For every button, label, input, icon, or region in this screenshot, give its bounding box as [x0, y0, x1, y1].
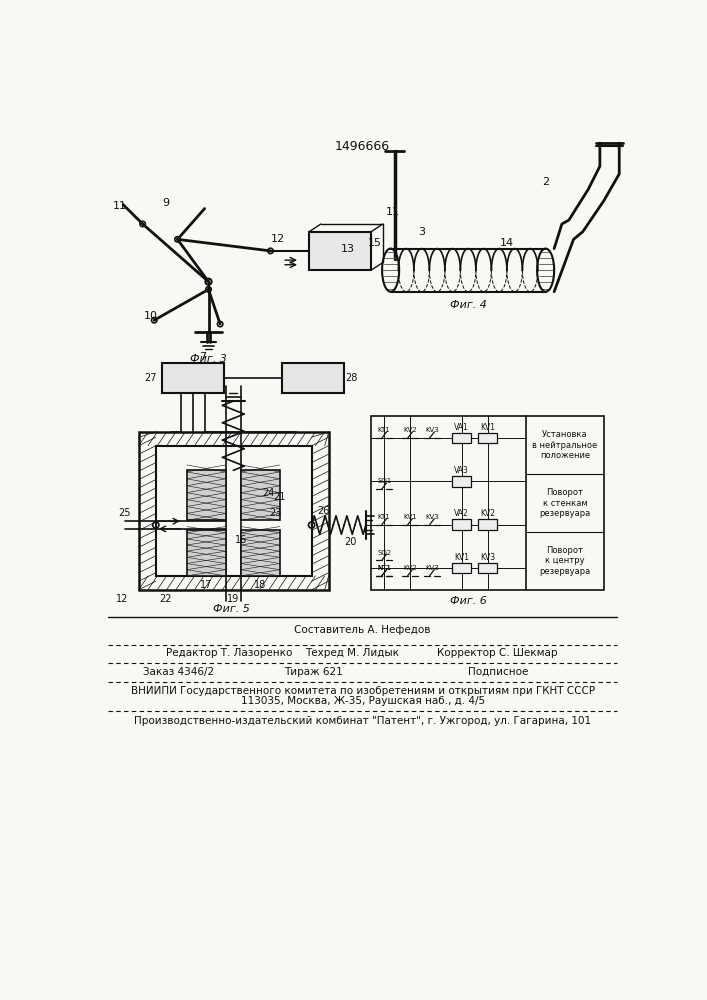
Bar: [156, 446, 312, 576]
Text: 27: 27: [144, 373, 157, 383]
Text: Производственно-издательский комбинат "Патент", г. Ужгород, ул. Гагарина, 101: Производственно-издательский комбинат "П…: [134, 716, 591, 726]
Text: KV1: KV1: [403, 514, 417, 520]
Text: SQ1: SQ1: [377, 478, 391, 484]
Bar: [478, 563, 497, 573]
Text: 25: 25: [119, 508, 131, 518]
Text: 11: 11: [386, 207, 400, 217]
Bar: [241, 530, 280, 576]
Text: KV1: KV1: [454, 553, 469, 562]
Text: 20: 20: [344, 537, 356, 547]
Bar: [452, 519, 471, 530]
Text: KV3: KV3: [425, 514, 439, 520]
Text: KV2: KV2: [480, 509, 495, 518]
Bar: [187, 470, 226, 520]
Text: 18: 18: [255, 580, 267, 590]
Text: Подписное: Подписное: [468, 667, 529, 677]
Text: 10: 10: [144, 311, 158, 321]
Bar: [162, 363, 224, 393]
Text: 11: 11: [112, 201, 127, 211]
Bar: [282, 363, 344, 393]
Text: Техред М. Лидык: Техред М. Лидык: [305, 648, 399, 658]
Text: 2: 2: [542, 177, 549, 187]
Text: KV1: KV1: [480, 423, 495, 432]
Text: SQ2: SQ2: [377, 550, 391, 556]
Text: KV2: KV2: [403, 427, 417, 433]
Text: 24: 24: [262, 488, 274, 498]
Text: VA2: VA2: [455, 509, 469, 518]
Text: 14: 14: [500, 238, 514, 248]
Text: 1496666: 1496666: [335, 140, 390, 153]
Text: NT1: NT1: [377, 565, 391, 571]
Bar: [452, 476, 471, 487]
Bar: [241, 470, 280, 520]
Text: 22: 22: [160, 594, 172, 604]
Text: ВНИИПИ Государственного комитета по изобретениям и открытиям при ГКНТ СССР: ВНИИПИ Государственного комитета по изоб…: [131, 686, 595, 696]
Text: Составитель А. Нефедов: Составитель А. Нефедов: [295, 625, 431, 635]
Bar: [309, 232, 371, 270]
Text: Фиг. 4: Фиг. 4: [450, 300, 486, 310]
Text: Фиг. 3: Фиг. 3: [190, 354, 227, 364]
Text: KV3: KV3: [480, 553, 495, 562]
Text: Тираж 621: Тираж 621: [284, 667, 342, 677]
Text: 17: 17: [200, 580, 212, 590]
Text: KT1: KT1: [378, 514, 390, 520]
Text: 28: 28: [346, 373, 358, 383]
Text: Заказ 4346/2: Заказ 4346/2: [143, 667, 214, 677]
Bar: [187, 530, 226, 576]
Bar: [371, 416, 604, 590]
Text: Редактор Т. Лазоренко: Редактор Т. Лазоренко: [166, 648, 292, 658]
Text: 23: 23: [270, 508, 282, 518]
Text: KV3: KV3: [425, 565, 439, 571]
Text: Фиг. 5: Фиг. 5: [214, 604, 250, 614]
Text: 26: 26: [317, 506, 329, 516]
Text: 12: 12: [271, 234, 286, 244]
Text: 3: 3: [418, 227, 425, 237]
Text: 9: 9: [163, 198, 170, 208]
Text: 16: 16: [235, 535, 247, 545]
Bar: [478, 433, 497, 443]
Text: 12: 12: [115, 594, 128, 604]
Text: KV2: KV2: [403, 565, 417, 571]
Text: Корректор С. Шекмар: Корректор С. Шекмар: [437, 648, 558, 658]
Text: VA1: VA1: [455, 423, 469, 432]
Text: Поворот
к стенкам
резервуара: Поворот к стенкам резервуара: [539, 488, 590, 518]
Text: 19: 19: [227, 594, 240, 604]
Text: VA3: VA3: [454, 466, 469, 475]
Text: KT1: KT1: [378, 427, 390, 433]
Text: 21: 21: [274, 492, 286, 502]
Bar: [452, 433, 471, 443]
Bar: [452, 563, 471, 573]
Text: Фиг. 6: Фиг. 6: [450, 596, 486, 606]
Text: 113035, Москва, Ж-35, Раушская наб., д. 4/5: 113035, Москва, Ж-35, Раушская наб., д. …: [240, 696, 485, 706]
Text: 15: 15: [368, 238, 382, 248]
Bar: [478, 519, 497, 530]
Bar: [139, 432, 329, 590]
Text: Поворот
к центру
резервуара: Поворот к центру резервуара: [539, 546, 590, 576]
Text: 13: 13: [341, 244, 355, 254]
Text: Установка
в нейтральное
положение: Установка в нейтральное положение: [532, 430, 597, 460]
Text: 7: 7: [199, 352, 206, 362]
Text: NT1: NT1: [377, 565, 391, 571]
Text: KV3: KV3: [425, 427, 439, 433]
